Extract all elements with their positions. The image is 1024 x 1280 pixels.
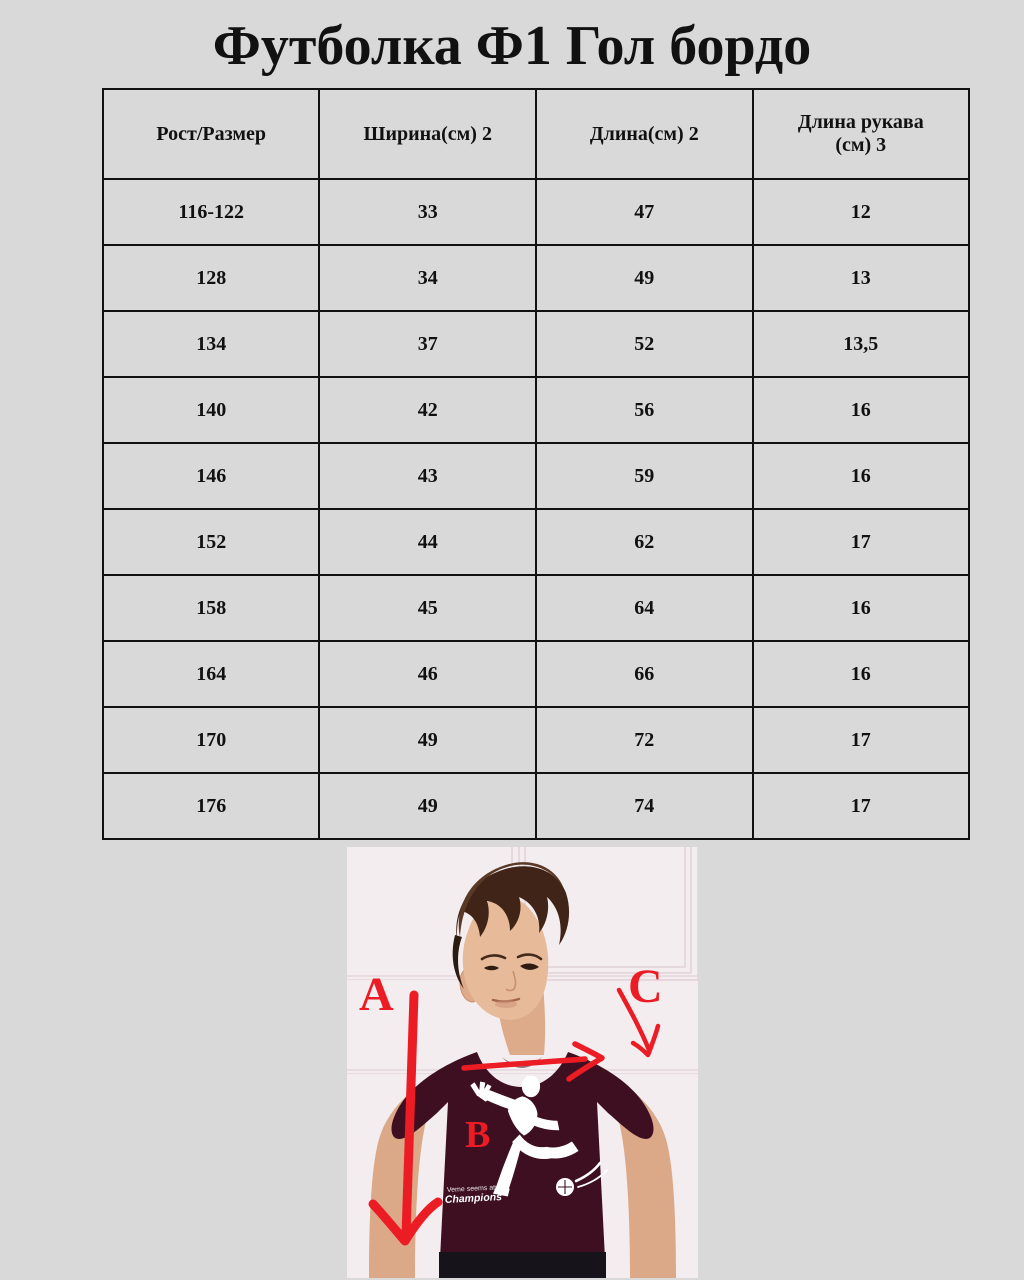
- svg-text:B: B: [465, 1114, 490, 1156]
- svg-text:A: A: [359, 968, 394, 1021]
- svg-text:C: C: [628, 960, 663, 1013]
